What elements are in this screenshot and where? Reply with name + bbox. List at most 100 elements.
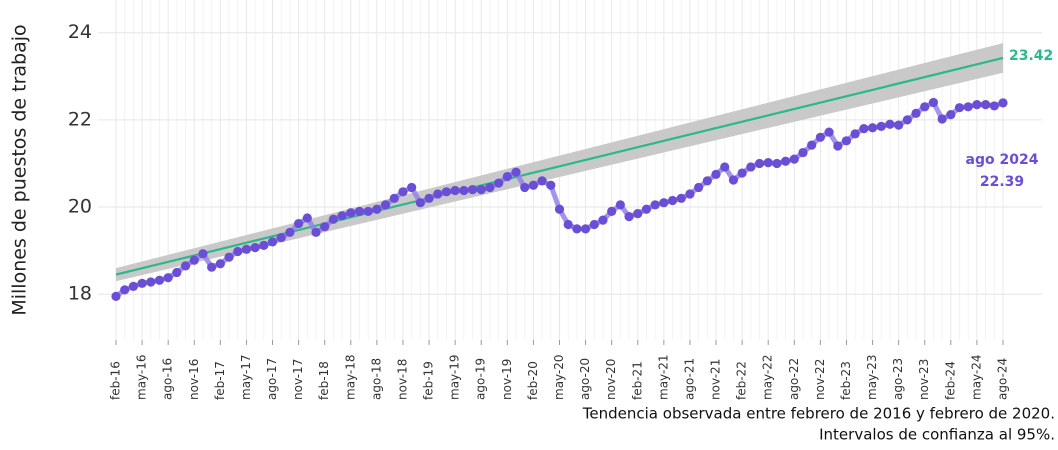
x-tick-label: feb-22 [735,361,749,400]
point [780,156,791,166]
point [137,278,147,288]
point [841,136,852,146]
point [285,227,295,237]
x-tick-label: nov-20 [604,359,618,400]
point [537,176,547,186]
point [911,108,921,118]
point [233,246,243,257]
point [189,255,199,265]
point [302,213,312,223]
point [267,237,278,247]
point [172,267,182,278]
x-tick-label: nov-23 [917,359,931,400]
point [511,167,521,177]
point [450,185,460,196]
point [589,219,599,230]
x-tick-label: feb-24 [943,361,957,400]
caption: Tendencia observada entre febrero de 201… [582,405,1055,423]
point [398,187,408,197]
point [946,110,956,120]
last-value-label: 22.39 [980,174,1024,190]
point [476,185,486,195]
point [928,97,939,108]
point [572,224,582,234]
x-tick-label: may-24 [969,354,983,400]
x-tick-label: may-23 [865,354,879,400]
caption: Intervalos de confianza al 95%. [819,426,1055,444]
point [580,224,591,234]
point [824,127,834,137]
point [528,180,539,190]
point [954,103,965,113]
point [815,132,825,142]
x-tick-label: feb-23 [839,361,853,400]
point [389,193,399,203]
x-tick-label: ago-23 [891,358,905,400]
point [641,204,652,214]
y-tick-label: 20 [68,196,92,218]
point [346,208,356,218]
x-tick-label: ago-22 [787,358,801,400]
point [328,214,339,224]
point [520,182,530,193]
point [424,193,434,203]
x-tick-label: ago-18 [369,358,383,400]
point [746,162,756,172]
x-tick-label: nov-19 [500,359,514,400]
x-tick-label: may-21 [656,354,670,400]
x-tick-label: feb-18 [317,361,331,400]
trend-line [115,56,1004,276]
point [311,227,321,237]
x-tick-label: may-22 [761,354,775,400]
point [667,195,678,206]
x-tick-label: nov-21 [709,359,723,400]
x-tick-label: may-20 [552,354,566,400]
point [441,187,452,197]
point [250,242,260,253]
point [885,119,895,129]
point [702,176,712,186]
point [433,189,443,199]
point [215,259,225,269]
point [607,206,617,217]
point [737,168,747,178]
x-tick-label: feb-16 [109,361,123,400]
point [415,198,425,208]
point [624,212,634,222]
point [833,141,843,151]
x-tick-label: nov-22 [813,359,827,400]
point [650,200,660,210]
point [789,154,799,164]
point [320,222,330,232]
point [772,158,782,169]
point [546,180,556,190]
x-tick-label: may-16 [135,354,149,400]
point [563,219,573,230]
point [615,200,625,210]
point [354,206,365,217]
point [128,281,138,291]
point [485,182,495,193]
x-tick-label: feb-20 [526,361,540,400]
x-tick-label: ago-19 [474,358,488,400]
point [337,211,347,221]
point [459,185,469,196]
point [998,98,1008,108]
point [720,162,730,172]
trend-end-label: 23.42 [1009,48,1053,64]
y-tick-label: 22 [68,108,92,130]
x-tick-label: ago-17 [265,358,279,400]
point [937,114,947,124]
point [676,193,686,203]
point [294,219,304,229]
x-tick-label: feb-17 [213,361,227,400]
annotation: ago 2024 [966,152,1039,168]
point [259,240,269,251]
y-tick-label: 24 [68,21,92,43]
x-tick-label: nov-17 [291,359,305,400]
x-tick-label: may-19 [448,354,462,400]
y-axis-title: Millones de puestos de trabajo [9,24,31,315]
point [120,285,130,295]
